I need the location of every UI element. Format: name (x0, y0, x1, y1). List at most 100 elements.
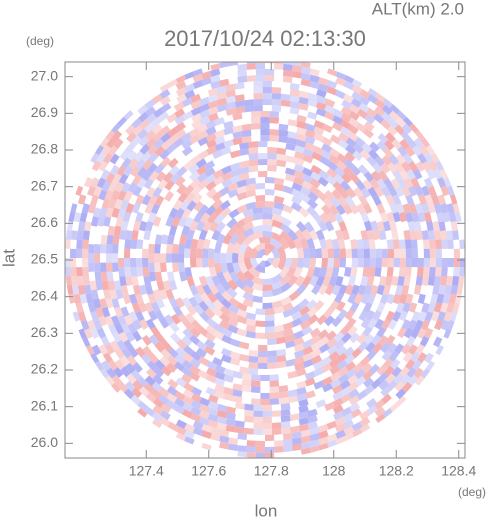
radar-cell (406, 367, 417, 378)
radar-cell (271, 87, 282, 94)
radar-cell (212, 299, 224, 311)
radar-cell (207, 292, 218, 304)
radar-cell (265, 326, 275, 334)
radar-cell (353, 186, 364, 198)
radar-cell (394, 161, 405, 173)
radar-cell (319, 266, 328, 278)
radar-cell (278, 135, 289, 144)
radar-cell (139, 284, 148, 296)
radar-cell (385, 132, 396, 143)
radar-cell (159, 125, 171, 136)
radar-cell (213, 175, 225, 186)
radar-cell (367, 318, 378, 330)
radar-cell (294, 229, 306, 241)
radar-cell (310, 171, 322, 182)
radar-cell (166, 392, 178, 403)
radar-cell (405, 258, 413, 268)
radar-cell (215, 221, 226, 233)
radar-cell (326, 167, 338, 179)
radar-cell (143, 178, 154, 190)
radar-cell (294, 145, 305, 154)
radar-cell (267, 350, 277, 357)
radar-cell (190, 413, 202, 423)
radar-cell (175, 128, 187, 139)
radar-cell (199, 403, 210, 413)
radar-cell (190, 93, 202, 103)
radar-cell (202, 258, 209, 268)
radar-cell (374, 99, 386, 110)
radar-cell (206, 139, 217, 149)
radar-cell (351, 428, 363, 437)
radar-cell (442, 212, 451, 223)
radar-cell (155, 297, 165, 309)
radar-cell (242, 277, 255, 289)
radar-cell (406, 169, 416, 181)
radar-cell (182, 395, 194, 406)
radar-cell (145, 392, 157, 403)
radar-cell (136, 267, 144, 277)
radar-cell (151, 388, 162, 400)
radar-cell (403, 177, 414, 189)
radar-cell (205, 132, 217, 143)
radar-cell (227, 279, 239, 291)
x-tick-label: 128.2 (379, 463, 414, 479)
radar-cell (300, 78, 311, 87)
radar-cell (248, 355, 259, 363)
radar-cell (386, 211, 395, 223)
radar-cell (426, 220, 434, 232)
radar-cell (234, 100, 245, 108)
radar-cell (152, 186, 163, 198)
radar-cell (150, 326, 161, 338)
radar-cell (336, 153, 348, 164)
radar-cell (306, 267, 315, 279)
radar-cell (190, 400, 202, 410)
radar-cell (411, 311, 421, 322)
y-tick-label: 26.5 (31, 251, 58, 267)
radar-cell (195, 158, 207, 169)
radar-cell (93, 319, 103, 331)
radar-cell (143, 275, 152, 286)
radar-cell (421, 185, 430, 197)
radar-cell (363, 302, 373, 313)
radar-cell (70, 276, 78, 286)
radar-cell (255, 452, 265, 458)
radar-cell (154, 262, 161, 273)
radar-cell (362, 370, 374, 381)
radar-cell (334, 416, 346, 427)
radar-cell (146, 144, 158, 156)
radar-cell (265, 201, 275, 208)
radar-cell (237, 69, 248, 77)
radar-cell (65, 258, 71, 268)
radar-cell (106, 234, 114, 245)
radar-cell (363, 203, 373, 214)
radar-cell (453, 267, 460, 277)
radar-cell (293, 170, 305, 180)
radar-cell (344, 195, 355, 207)
radar-cell (260, 129, 270, 136)
radar-cell (154, 145, 166, 157)
radar-cell (126, 355, 137, 366)
radar-cell (111, 190, 121, 201)
radar-cell (255, 182, 265, 190)
radar-cell (196, 258, 203, 268)
radar-cell (226, 262, 235, 274)
radar-cell (196, 238, 205, 249)
radar-cell (219, 78, 230, 87)
radar-cell (182, 389, 194, 399)
radar-cell (133, 150, 145, 162)
radar-cell (431, 311, 440, 322)
radar-cell (279, 266, 290, 279)
radar-cell (348, 395, 360, 406)
radar-cell (147, 293, 157, 304)
radar-cell (167, 355, 178, 366)
radar-cell (287, 229, 299, 241)
radar-cell (228, 443, 239, 451)
radar-cell (167, 271, 175, 282)
radar-cell (325, 330, 337, 341)
radar-cell (164, 314, 175, 326)
radar-cell (175, 80, 187, 90)
radar-cell (262, 224, 274, 232)
radar-cell (380, 119, 392, 130)
radar-cell (76, 239, 83, 249)
radar-cell (207, 100, 219, 109)
